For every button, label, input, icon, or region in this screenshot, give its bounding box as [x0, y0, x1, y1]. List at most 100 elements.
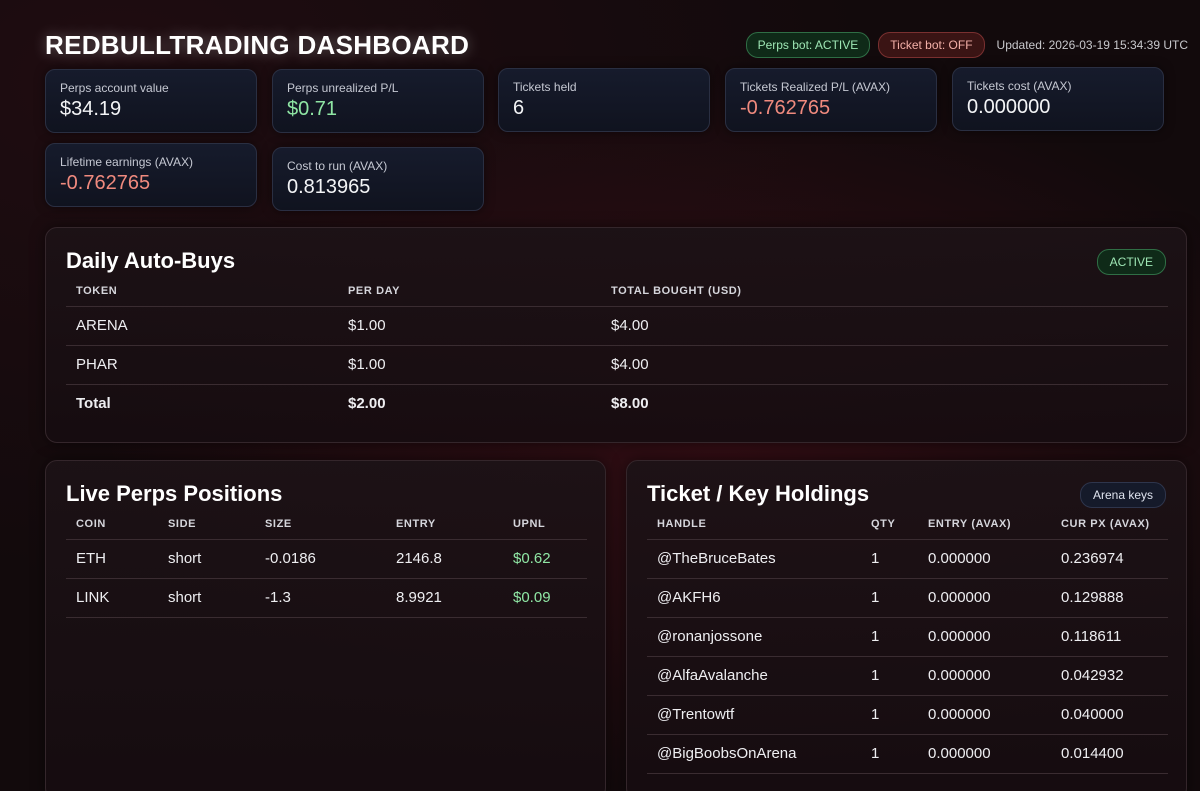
- per-day-cell: $1.00: [338, 306, 601, 346]
- entry-cell: 0.000000: [918, 539, 1051, 579]
- token-cell: PHAR: [66, 345, 338, 385]
- table-row: ARENA $1.00 $4.00: [66, 306, 1168, 346]
- table-row: @ronanjossone 1 0.000000 0.118611: [647, 617, 1168, 657]
- qty-cell: 1: [861, 656, 918, 696]
- auto-buys-status-badge: ACTIVE: [1096, 249, 1166, 275]
- handle-cell: @AlfaAvalanche: [647, 656, 861, 696]
- entry-cell: 2146.8: [386, 539, 503, 579]
- stat-card-perps-unrealized-pl: Perps unrealized P/L $0.71: [272, 69, 484, 133]
- entry-cell: 0.000000: [918, 578, 1051, 618]
- entry-cell: 0.000000: [918, 734, 1051, 774]
- token-cell: ARENA: [66, 306, 338, 346]
- side-cell: short: [158, 539, 255, 579]
- ticket-key-holdings-panel: Ticket / Key Holdings Arena keys HANDLE …: [626, 460, 1187, 791]
- stat-card-tickets-held: Tickets held 6: [498, 68, 710, 132]
- table-header-row: COIN SIDE SIZE ENTRY UPNL: [66, 509, 587, 540]
- perps-positions-table: COIN SIDE SIZE ENTRY UPNL ETH short -0.0…: [66, 509, 587, 618]
- qty-cell: 1: [861, 578, 918, 618]
- column-header-entry: ENTRY: [386, 509, 503, 540]
- coin-cell: LINK: [66, 578, 158, 618]
- auto-buys-table: TOKEN PER DAY TOTAL BOUGHT (USD) ARENA $…: [66, 276, 1168, 423]
- stat-label: Perps unrealized P/L: [287, 81, 399, 95]
- cur-px-cell: 0.118611: [1051, 617, 1168, 657]
- column-header-upnl: UPNL: [503, 509, 587, 540]
- entry-cell: 0.000000: [918, 695, 1051, 735]
- table-row: @AKFH6 1 0.000000 0.129888: [647, 578, 1168, 618]
- handle-cell: @TheBruceBates: [647, 539, 861, 579]
- stat-card-tickets-realized-pl: Tickets Realized P/L (AVAX) -0.762765: [725, 68, 937, 132]
- stat-value: 0.813965: [287, 176, 371, 198]
- table-row: LINK short -1.3 8.9921 $0.09: [66, 578, 587, 618]
- column-header-cur-px-avax: CUR PX (AVAX): [1051, 509, 1168, 540]
- upnl-cell: $0.09: [503, 578, 587, 618]
- cur-px-cell: 0.042932: [1051, 656, 1168, 696]
- cur-px-cell: 0.040000: [1051, 695, 1168, 735]
- cur-px-cell: 0.236974: [1051, 539, 1168, 579]
- handle-cell: @BigBoobsOnArena: [647, 734, 861, 774]
- updated-timestamp: Updated: 2026-03-19 15:34:39 UTC: [996, 38, 1188, 52]
- panel-title: Live Perps Positions: [66, 481, 283, 506]
- column-header-qty: QTY: [861, 509, 918, 540]
- stat-card-cost-to-run: Cost to run (AVAX) 0.813965: [272, 147, 484, 211]
- stat-value: -0.762765: [60, 172, 151, 194]
- page-title: REDBULLTRADING DASHBOARD: [45, 30, 470, 60]
- table-header-row: HANDLE QTY ENTRY (AVAX) CUR PX (AVAX): [647, 509, 1168, 540]
- stat-value: 6: [513, 97, 525, 119]
- table-row: ETH short -0.0186 2146.8 $0.62: [66, 539, 587, 579]
- perps-bot-status-badge: Perps bot: ACTIVE: [745, 32, 871, 58]
- entry-cell: 0.000000: [918, 617, 1051, 657]
- stat-label: Perps account value: [60, 81, 169, 95]
- qty-cell: 1: [861, 539, 918, 579]
- table-row: @Trentowtf 1 0.000000 0.040000: [647, 695, 1168, 735]
- live-perps-positions-panel: Live Perps Positions COIN SIDE SIZE ENTR…: [45, 460, 606, 791]
- column-header-token: TOKEN: [66, 276, 338, 307]
- ticket-bot-status-badge: Ticket bot: OFF: [878, 32, 985, 58]
- ticket-holdings-table: HANDLE QTY ENTRY (AVAX) CUR PX (AVAX) @T…: [647, 509, 1168, 774]
- column-header-total-bought: TOTAL BOUGHT (USD): [601, 276, 1168, 307]
- qty-cell: 1: [861, 695, 918, 735]
- cur-px-cell: 0.014400: [1051, 734, 1168, 774]
- qty-cell: 1: [861, 734, 918, 774]
- column-header-entry-avax: ENTRY (AVAX): [918, 509, 1051, 540]
- total-label-cell: Total: [76, 395, 111, 413]
- upnl-cell: $0.62: [503, 539, 587, 579]
- coin-cell: ETH: [66, 539, 158, 579]
- arena-keys-badge: Arena keys: [1079, 482, 1166, 508]
- handle-cell: @ronanjossone: [647, 617, 861, 657]
- table-row: @BigBoobsOnArena 1 0.000000 0.014400: [647, 734, 1168, 774]
- stat-value: $0.71: [287, 98, 338, 120]
- entry-cell: 8.9921: [386, 578, 503, 618]
- daily-auto-buys-panel: Daily Auto-Buys ACTIVE TOKEN PER DAY TOT…: [45, 227, 1187, 443]
- panel-title: Daily Auto-Buys: [66, 248, 236, 273]
- stat-value: 0.000000: [967, 96, 1051, 118]
- total-per-day-cell: $2.00: [348, 395, 386, 413]
- stat-label: Tickets cost (AVAX): [967, 79, 1072, 93]
- stat-card-perps-account-value: Perps account value $34.19: [45, 69, 257, 133]
- stat-card-tickets-cost: Tickets cost (AVAX) 0.000000: [952, 67, 1164, 131]
- handle-cell: @AKFH6: [647, 578, 861, 618]
- stat-label: Tickets Realized P/L (AVAX): [740, 80, 891, 94]
- total-bought-cell: $4.00: [601, 345, 1168, 385]
- qty-cell: 1: [861, 617, 918, 657]
- column-header-coin: COIN: [66, 509, 158, 540]
- column-header-handle: HANDLE: [647, 509, 861, 540]
- stat-value: $34.19: [60, 98, 122, 120]
- stat-value: -0.762765: [740, 97, 831, 119]
- size-cell: -1.3: [255, 578, 386, 618]
- handle-cell: @Trentowtf: [647, 695, 861, 735]
- entry-cell: 0.000000: [918, 656, 1051, 696]
- stat-card-lifetime-earnings: Lifetime earnings (AVAX) -0.762765: [45, 143, 257, 207]
- table-row: PHAR $1.00 $4.00: [66, 345, 1168, 385]
- total-row: Total $2.00 $8.00: [66, 384, 1168, 423]
- table-row: @TheBruceBates 1 0.000000 0.236974: [647, 539, 1168, 579]
- total-bought-cell: $4.00: [601, 306, 1168, 346]
- table-row: @AlfaAvalanche 1 0.000000 0.042932: [647, 656, 1168, 696]
- panel-title: Ticket / Key Holdings: [647, 481, 870, 506]
- size-cell: -0.0186: [255, 539, 386, 579]
- column-header-side: SIDE: [158, 509, 255, 540]
- stat-label: Tickets held: [513, 80, 577, 94]
- total-bought-cell: $8.00: [611, 395, 649, 413]
- column-header-per-day: PER DAY: [338, 276, 601, 307]
- cur-px-cell: 0.129888: [1051, 578, 1168, 618]
- side-cell: short: [158, 578, 255, 618]
